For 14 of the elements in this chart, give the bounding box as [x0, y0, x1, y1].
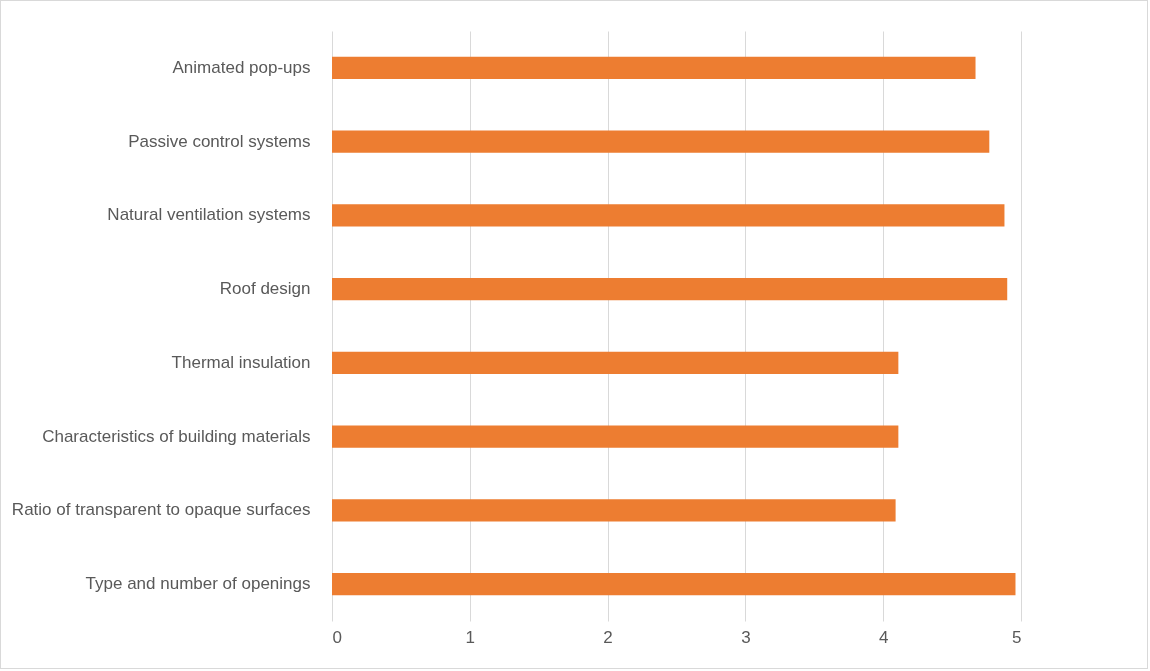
x-tick-label: 0: [332, 627, 342, 647]
x-tick-label: 3: [741, 627, 751, 647]
x-tick-label: 2: [603, 627, 613, 647]
y-tick-label: Natural ventilation systems: [107, 205, 311, 225]
x-tick-label: 5: [1012, 627, 1022, 647]
y-tick-label: Passive control systems: [128, 131, 311, 151]
y-tick-label: Thermal insulation: [171, 352, 311, 372]
y-tick-label: Animated pop-ups: [172, 57, 311, 77]
x-tick-label: 4: [878, 627, 889, 647]
y-tick-label: Ratio of transparent to opaque surfaces: [11, 500, 311, 520]
y-tick-label: Roof design: [219, 279, 311, 299]
y-tick-label: Type and number of openings: [85, 574, 311, 594]
y-tick-label: Characteristics of building materials: [42, 426, 311, 446]
x-tick-label: 1: [465, 627, 476, 647]
